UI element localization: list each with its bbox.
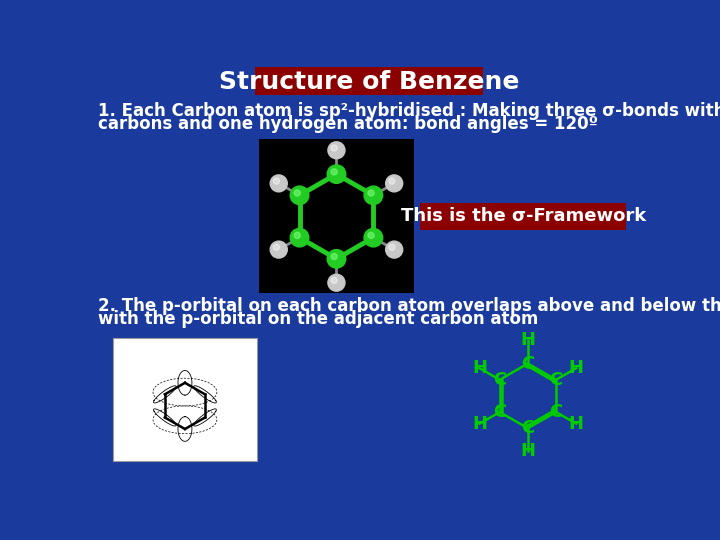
- Text: 1. Each Carbon atom is sp²-hybridised : Making three σ-bonds with two adjacent: 1. Each Carbon atom is sp²-hybridised : …: [98, 102, 720, 120]
- Circle shape: [274, 244, 279, 251]
- Text: C: C: [549, 403, 563, 421]
- Text: C: C: [521, 355, 534, 373]
- Circle shape: [389, 244, 395, 251]
- Circle shape: [274, 178, 279, 184]
- Circle shape: [328, 142, 345, 159]
- Text: H: H: [569, 415, 584, 433]
- Circle shape: [328, 274, 345, 291]
- Circle shape: [389, 178, 395, 184]
- Circle shape: [331, 278, 337, 284]
- Circle shape: [290, 228, 309, 247]
- Circle shape: [364, 186, 382, 205]
- Text: C: C: [521, 419, 534, 437]
- FancyBboxPatch shape: [420, 204, 626, 230]
- Text: C: C: [549, 371, 563, 389]
- Circle shape: [364, 228, 382, 247]
- Circle shape: [294, 232, 300, 239]
- Circle shape: [270, 175, 287, 192]
- Circle shape: [331, 253, 337, 260]
- Circle shape: [331, 145, 337, 151]
- Text: H: H: [521, 442, 536, 460]
- Text: 2. The p-orbital on each carbon atom overlaps above and below the σ-framework: 2. The p-orbital on each carbon atom ove…: [98, 298, 720, 315]
- Text: H: H: [521, 332, 536, 349]
- Circle shape: [386, 175, 402, 192]
- Text: H: H: [472, 415, 487, 433]
- Text: carbons and one hydrogen atom: bond angles = 120º: carbons and one hydrogen atom: bond angl…: [98, 115, 598, 133]
- Circle shape: [331, 169, 337, 175]
- FancyBboxPatch shape: [255, 67, 483, 95]
- Circle shape: [386, 241, 402, 258]
- Circle shape: [294, 190, 300, 196]
- Circle shape: [327, 249, 346, 268]
- Circle shape: [290, 186, 309, 205]
- Text: C: C: [493, 371, 506, 389]
- FancyBboxPatch shape: [259, 139, 414, 294]
- Circle shape: [327, 165, 346, 184]
- FancyBboxPatch shape: [113, 338, 256, 461]
- Circle shape: [368, 232, 374, 239]
- Text: with the p-orbital on the adjacent carbon atom: with the p-orbital on the adjacent carbo…: [98, 309, 538, 328]
- Text: C: C: [493, 403, 506, 421]
- Circle shape: [368, 190, 374, 196]
- Text: Structure of Benzene: Structure of Benzene: [219, 70, 519, 94]
- Text: H: H: [472, 359, 487, 377]
- Text: H: H: [569, 359, 584, 377]
- Text: This is the σ-Framework: This is the σ-Framework: [400, 207, 646, 226]
- Circle shape: [270, 241, 287, 258]
